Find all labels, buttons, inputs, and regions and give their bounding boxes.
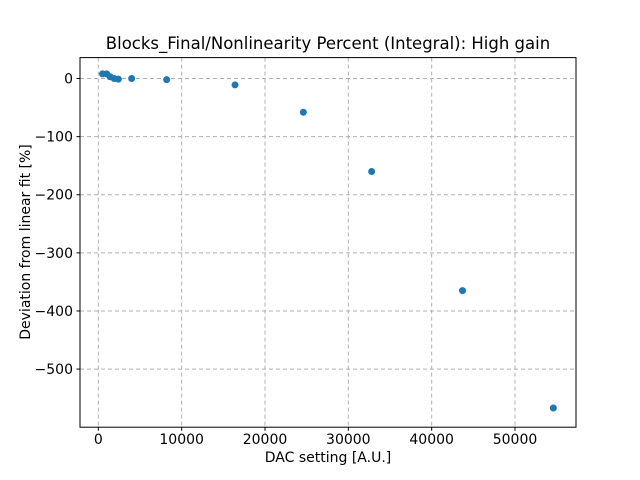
data-point: [231, 81, 239, 89]
y-tick-label: −500: [35, 362, 73, 378]
x-axis-label: DAC setting [A.U.]: [264, 450, 392, 466]
data-point: [549, 404, 557, 412]
y-tick-label: 0: [64, 72, 73, 88]
x-tick-label: 50000: [493, 432, 538, 448]
data-point: [163, 76, 171, 84]
x-tick-label: 10000: [159, 432, 204, 448]
x-tick-label: 40000: [409, 432, 454, 448]
x-tick-label: 30000: [326, 432, 371, 448]
y-tick-label: −100: [35, 130, 73, 146]
y-axis-label: Deviation from linear fit [%]: [18, 144, 34, 340]
x-tick-label: 0: [94, 432, 103, 448]
data-point: [299, 108, 307, 116]
y-tick-label: −300: [35, 246, 73, 262]
y-tick-label: −200: [35, 188, 73, 204]
axes-spines: [79, 57, 577, 428]
data-point: [128, 75, 136, 83]
data-point: [459, 287, 466, 295]
y-tick-label: −400: [35, 304, 73, 320]
x-tick-label: 20000: [243, 432, 288, 448]
chart-title: Blocks_Final/Nonlinearity Percent (Integ…: [105, 34, 551, 53]
data-point: [114, 75, 122, 83]
data-point: [368, 168, 376, 176]
